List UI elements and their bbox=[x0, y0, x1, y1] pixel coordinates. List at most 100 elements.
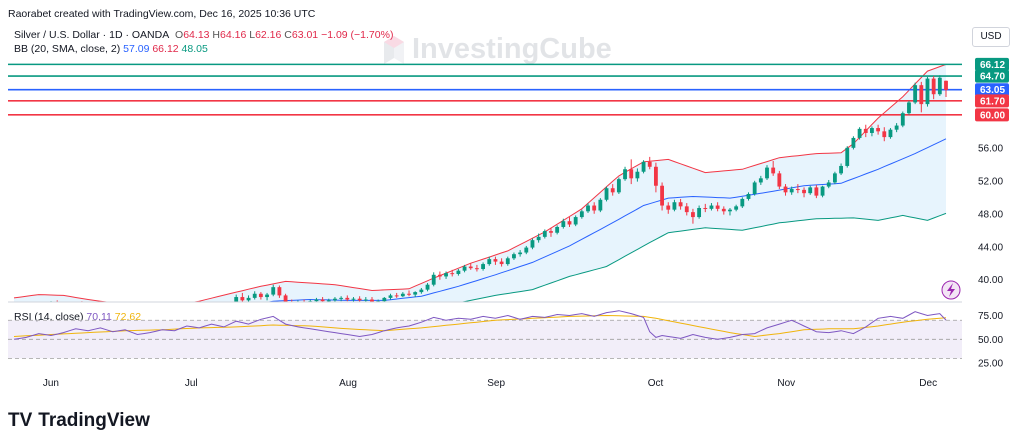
candle-body bbox=[623, 169, 627, 180]
candle bbox=[721, 206, 726, 215]
candle bbox=[252, 291, 257, 300]
candle-body bbox=[123, 313, 127, 314]
bb-legend[interactable]: BB (20, SMA, close, 2) 57.09 66.12 48.05 bbox=[14, 43, 208, 55]
candle-body bbox=[536, 236, 541, 241]
candle bbox=[851, 136, 856, 150]
candle-body bbox=[326, 300, 331, 302]
candle-body bbox=[542, 231, 547, 237]
candle bbox=[160, 310, 164, 316]
candle-body bbox=[870, 128, 874, 133]
candle bbox=[117, 309, 121, 315]
candle bbox=[845, 146, 850, 168]
candle bbox=[148, 311, 152, 317]
candle-body bbox=[228, 306, 232, 307]
candle-body bbox=[92, 308, 96, 309]
time-tick-label: Sep bbox=[487, 378, 505, 389]
candle bbox=[567, 217, 572, 227]
candle bbox=[37, 303, 41, 309]
price-levels bbox=[8, 63, 962, 116]
candle bbox=[481, 262, 485, 271]
rsi-tick-label: 50.00 bbox=[978, 335, 1003, 346]
candle-body bbox=[277, 287, 282, 296]
candle-body bbox=[363, 299, 368, 301]
candle bbox=[536, 233, 541, 243]
time-tick-label: Dec bbox=[919, 378, 937, 389]
candle-body bbox=[197, 309, 201, 311]
candle-body bbox=[105, 310, 109, 311]
candle-body bbox=[616, 179, 621, 193]
candle-body bbox=[820, 186, 825, 196]
candle-body bbox=[357, 298, 362, 301]
candle bbox=[894, 123, 899, 133]
candle bbox=[86, 304, 90, 311]
candle bbox=[240, 292, 245, 302]
candle bbox=[876, 124, 881, 135]
candle bbox=[653, 162, 658, 193]
candle-body bbox=[437, 274, 442, 277]
tradingview-brand[interactable]: TV TradingView bbox=[8, 410, 150, 432]
candle bbox=[419, 287, 424, 294]
candle bbox=[598, 198, 603, 213]
candle-body bbox=[697, 208, 702, 218]
candle bbox=[74, 302, 78, 308]
currency-button[interactable]: USD bbox=[972, 27, 1010, 47]
svg-text:63.05: 63.05 bbox=[980, 85, 1005, 96]
candle bbox=[524, 245, 529, 255]
candle bbox=[549, 227, 553, 237]
candle bbox=[105, 308, 109, 315]
candle-body bbox=[136, 313, 140, 315]
bollinger-bands bbox=[13, 63, 947, 302]
alert-icon[interactable] bbox=[941, 280, 961, 300]
candle-body bbox=[734, 206, 739, 210]
candle-body bbox=[74, 304, 78, 306]
close-value: 63.01 bbox=[291, 29, 319, 41]
candle bbox=[660, 182, 664, 211]
candle-body bbox=[808, 187, 813, 194]
candle-body bbox=[216, 307, 220, 308]
candle-body bbox=[598, 199, 603, 211]
bb-lower-value: 48.05 bbox=[181, 43, 208, 55]
candle-body bbox=[37, 305, 41, 307]
watermark-text: InvestingCube bbox=[412, 33, 612, 65]
candle-body bbox=[86, 306, 90, 308]
candle bbox=[68, 304, 72, 311]
candle bbox=[709, 203, 714, 211]
candle bbox=[672, 199, 677, 212]
candle-body bbox=[758, 178, 763, 183]
candle-body bbox=[210, 307, 214, 309]
investingcube-logo-icon bbox=[384, 36, 404, 64]
candle bbox=[314, 297, 319, 302]
candle bbox=[444, 271, 448, 279]
rsi-tick-label: 75.00 bbox=[978, 311, 1003, 322]
candle-body bbox=[61, 305, 65, 307]
candle-body bbox=[475, 268, 479, 270]
candle-body bbox=[524, 247, 529, 253]
candle bbox=[425, 283, 430, 292]
candle bbox=[888, 128, 893, 139]
candle-body bbox=[382, 297, 387, 302]
candle bbox=[900, 111, 905, 128]
candle bbox=[357, 296, 362, 302]
rsi-tick-label: 25.00 bbox=[978, 359, 1003, 370]
time-tick-label: Oct bbox=[648, 378, 664, 389]
candle bbox=[944, 80, 948, 98]
candle bbox=[297, 300, 299, 302]
candle-body bbox=[863, 128, 868, 133]
candle-body bbox=[80, 304, 84, 306]
symbol-label[interactable]: Silver / U.S. Dollar · 1D · OANDA bbox=[14, 29, 170, 41]
candle bbox=[857, 127, 862, 140]
candle-body bbox=[31, 305, 35, 307]
candle bbox=[222, 305, 226, 311]
candle-body bbox=[222, 306, 226, 308]
candle-body bbox=[567, 221, 572, 225]
candle-body bbox=[518, 252, 523, 255]
candle-body bbox=[561, 221, 566, 227]
candle-body bbox=[530, 240, 535, 248]
candle-body bbox=[400, 293, 405, 297]
candle-body bbox=[111, 311, 115, 312]
svg-text:60.00: 60.00 bbox=[980, 110, 1005, 121]
high-label: H bbox=[212, 29, 221, 41]
time-tick-label: Jul bbox=[185, 378, 198, 389]
candle-body bbox=[691, 212, 695, 218]
